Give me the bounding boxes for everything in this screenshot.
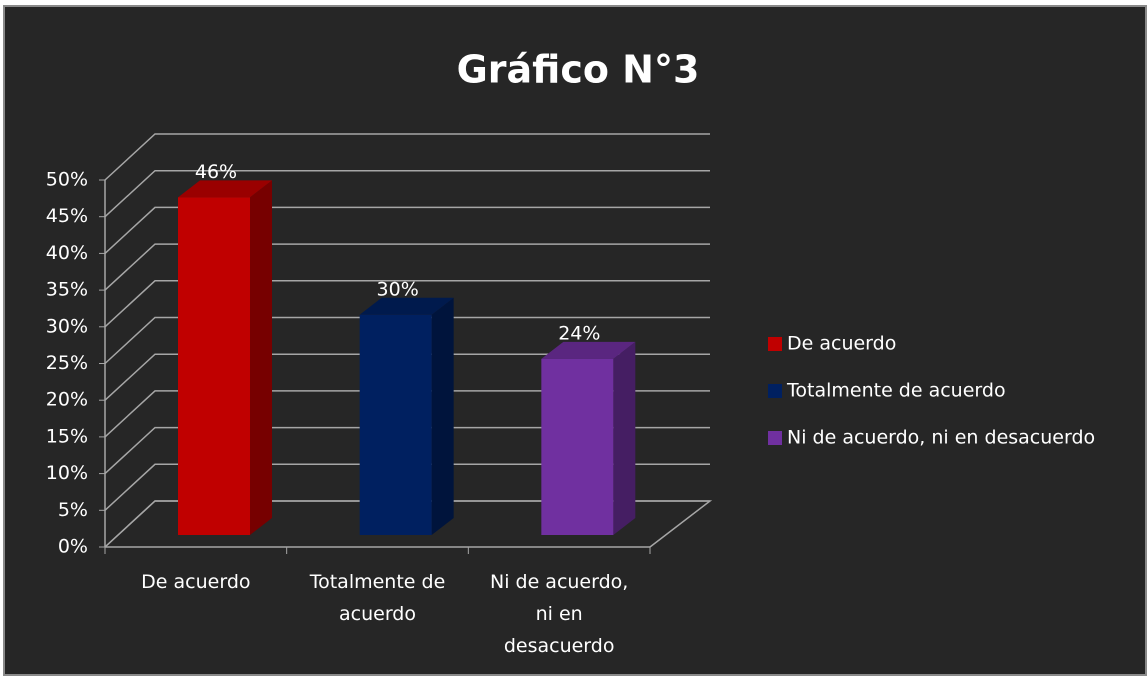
legend-label: Totalmente de acuerdo — [786, 380, 1006, 402]
bar-side — [250, 180, 272, 536]
x-tick-label: Ni de acuerdo, ni en desacuerdo — [489, 571, 629, 657]
bar — [359, 314, 432, 535]
bar-top — [359, 297, 454, 315]
bar — [541, 358, 614, 535]
grid-line — [104, 280, 710, 328]
value-label: 46% — [195, 161, 237, 183]
value-label: 30% — [377, 278, 419, 300]
legend-swatch — [768, 384, 782, 398]
y-tick-label: 25% — [46, 352, 88, 374]
bar-side — [431, 297, 454, 535]
y-tick-label: 35% — [46, 279, 88, 301]
legend-label: Ni de acuerdo, ni en desacuerdo — [787, 427, 1095, 449]
bar — [178, 197, 250, 536]
y-tick-label: 50% — [46, 169, 88, 191]
y-tick-label: 20% — [46, 389, 88, 411]
legend-swatch — [768, 431, 782, 445]
bar-side — [613, 341, 636, 535]
grid-line — [104, 390, 710, 438]
grid-line — [104, 463, 710, 511]
bar-top — [541, 341, 636, 359]
grid-line — [104, 500, 710, 548]
y-tick-label: 40% — [46, 242, 88, 264]
y-tick-label: 15% — [46, 425, 88, 447]
y-tick-label: 10% — [46, 462, 88, 484]
legend-label: De acuerdo — [787, 333, 896, 355]
x-tick-label: De acuerdo — [141, 571, 251, 593]
grid-line — [104, 133, 710, 181]
grid-line — [104, 169, 710, 218]
legend-swatch — [768, 337, 782, 351]
grid-line — [104, 353, 710, 401]
grid-line — [104, 206, 710, 254]
x-tick-label: Totalmente de acuerdo — [309, 571, 446, 625]
y-tick-label: 5% — [58, 499, 88, 521]
value-label: 24% — [558, 322, 600, 344]
chart-title: Gráfico N°3 — [457, 48, 700, 92]
grid-line — [104, 243, 710, 291]
y-tick-label: 45% — [46, 205, 88, 227]
grid-line — [104, 316, 710, 365]
y-tick-label: 0% — [58, 536, 88, 558]
bar-top — [178, 180, 272, 198]
y-tick-label: 30% — [46, 315, 88, 337]
grid-line — [104, 426, 710, 475]
